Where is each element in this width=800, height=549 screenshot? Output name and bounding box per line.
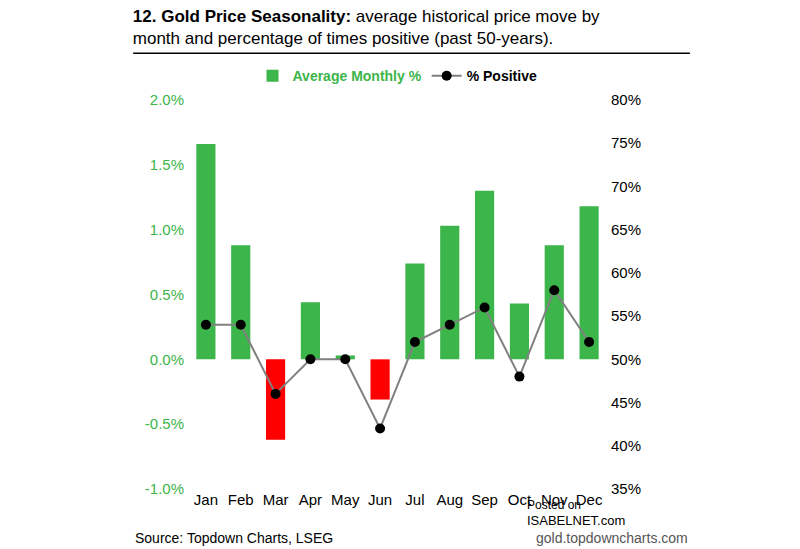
svg-text:-1.0%: -1.0% — [145, 480, 184, 497]
svg-text:Jan: Jan — [194, 491, 218, 508]
svg-text:2.0%: 2.0% — [150, 91, 184, 108]
svg-text:55%: 55% — [611, 307, 641, 324]
svg-text:Nov: Nov — [541, 491, 568, 508]
svg-text:65%: 65% — [611, 221, 641, 238]
svg-text:1.5%: 1.5% — [150, 156, 184, 173]
svg-text:35%: 35% — [611, 480, 641, 497]
svg-text:Dec: Dec — [576, 491, 603, 508]
svg-text:50%: 50% — [611, 351, 641, 368]
svg-text:1.0%: 1.0% — [150, 221, 184, 238]
svg-text:Aug: Aug — [436, 491, 463, 508]
svg-text:45%: 45% — [611, 394, 641, 411]
svg-text:Average Monthly %: Average Monthly % — [293, 68, 422, 84]
svg-text:May: May — [331, 491, 360, 508]
svg-text:80%: 80% — [611, 91, 641, 108]
svg-text:Feb: Feb — [228, 491, 254, 508]
svg-text:Posted on: Posted on — [527, 498, 581, 512]
svg-text:Jul: Jul — [405, 491, 424, 508]
svg-text:gold.topdowncharts.com: gold.topdowncharts.com — [536, 530, 688, 546]
svg-text:-0.5%: -0.5% — [145, 415, 184, 432]
svg-text:Jun: Jun — [368, 491, 392, 508]
svg-text:12. Gold Price Seasonality: av: 12. Gold Price Seasonality: average hist… — [133, 7, 600, 48]
svg-text:70%: 70% — [611, 178, 641, 195]
svg-text:Source: Topdown Charts, LSEG: Source: Topdown Charts, LSEG — [135, 530, 333, 546]
svg-text:40%: 40% — [611, 437, 641, 454]
svg-text:Apr: Apr — [299, 491, 322, 508]
svg-text:Mar: Mar — [263, 491, 289, 508]
svg-text:Oct: Oct — [508, 491, 532, 508]
svg-text:ISABELNET.com: ISABELNET.com — [527, 513, 625, 528]
svg-text:% Positive: % Positive — [467, 68, 537, 84]
svg-text:75%: 75% — [611, 134, 641, 151]
svg-text:0.5%: 0.5% — [150, 286, 184, 303]
svg-text:Sep: Sep — [471, 491, 498, 508]
svg-text:60%: 60% — [611, 264, 641, 281]
svg-text:0.0%: 0.0% — [150, 351, 184, 368]
